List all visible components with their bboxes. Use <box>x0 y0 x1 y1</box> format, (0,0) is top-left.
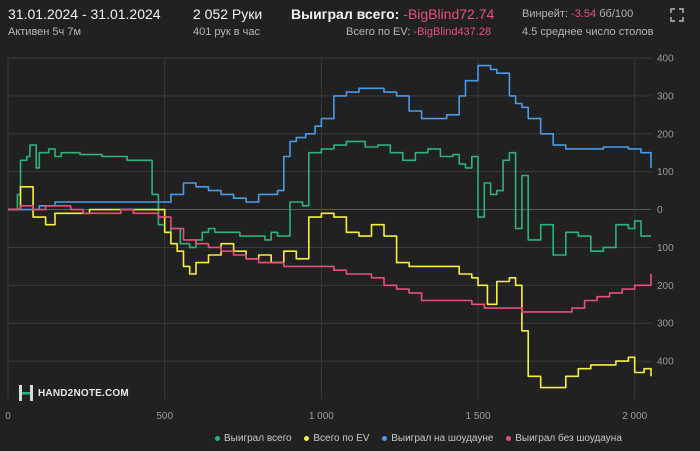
y-tick-label: 300 <box>657 91 674 102</box>
winrate-label: Винрейт: <box>522 8 569 20</box>
y-tick-label: 0 <box>657 205 663 216</box>
period-range: 31.01.2024 - 31.01.2024 <box>8 6 161 22</box>
y-tick-label: 300 <box>657 319 674 330</box>
y-tick-label: 400 <box>657 357 674 368</box>
ev-total: Всего по EV: -BigBlind437.28 <box>346 26 491 38</box>
legend-item-won[interactable]: Выиграл всего <box>215 433 292 444</box>
won-total-label: Выиграл всего: <box>291 6 400 22</box>
winrate-unit: бб/100 <box>599 8 634 20</box>
hands-count: 2 052 Руки <box>193 6 263 22</box>
chart-legend: Выиграл всего Всего по EV Выиграл на шоу… <box>215 433 632 444</box>
series-line-won <box>8 140 651 256</box>
y-tick-label: 400 <box>657 54 674 65</box>
ev-total-value: -BigBlind437.28 <box>413 26 492 38</box>
legend-dot-showdown <box>382 435 388 441</box>
x-tick-label: 1 000 <box>309 411 334 422</box>
y-tick-label: 200 <box>657 129 674 140</box>
x-tick-label: 1 500 <box>466 411 491 422</box>
y-tick-label: 200 <box>657 281 674 292</box>
y-tick-label: 100 <box>657 243 674 254</box>
y-tick-label: 100 <box>657 167 674 178</box>
avg-tables: 4.5 среднее число столов <box>522 26 654 38</box>
legend-item-non-showdown[interactable]: Выиграл без шоудауна <box>506 433 622 444</box>
winrate: Винрейт: -3.54 бб/100 <box>522 8 633 20</box>
legend-dot-non-showdown <box>506 435 512 441</box>
won-total-value: -BigBlind72.74 <box>403 6 495 22</box>
series-line-showdown <box>8 64 652 211</box>
series-line-non-showdown <box>8 205 652 313</box>
legend-item-showdown[interactable]: Выиграл на шоудауне <box>382 433 493 444</box>
hand2note-logo-text: HAND2NOTE.COM <box>38 387 129 399</box>
x-tick-label: 0 <box>5 411 11 422</box>
legend-label-non-showdown: Выиграл без шоудауна <box>515 433 622 444</box>
x-tick-label: 500 <box>156 411 173 422</box>
hand2note-logo-icon <box>19 385 33 401</box>
won-total: Выиграл всего: -BigBlind72.74 <box>291 6 494 22</box>
legend-label-showdown: Выиграл на шоудауне <box>391 433 494 444</box>
hand2note-logo: HAND2NOTE.COM <box>18 384 129 402</box>
legend-label-ev: Всего по EV <box>313 433 370 444</box>
x-tick-label: 2 000 <box>622 411 647 422</box>
series-line-ev <box>8 186 652 389</box>
expand-icon[interactable] <box>670 8 684 22</box>
legend-dot-ev <box>304 435 310 441</box>
ev-total-label: Всего по EV: <box>346 26 411 38</box>
legend-label-won: Выиграл всего <box>224 433 292 444</box>
legend-item-ev[interactable]: Всего по EV <box>304 433 369 444</box>
hands-per-hour: 401 рук в час <box>193 26 261 38</box>
winrate-value: -3.54 <box>571 8 597 20</box>
legend-dot-won <box>215 435 220 441</box>
active-time: Активен 5ч 7м <box>8 26 82 38</box>
